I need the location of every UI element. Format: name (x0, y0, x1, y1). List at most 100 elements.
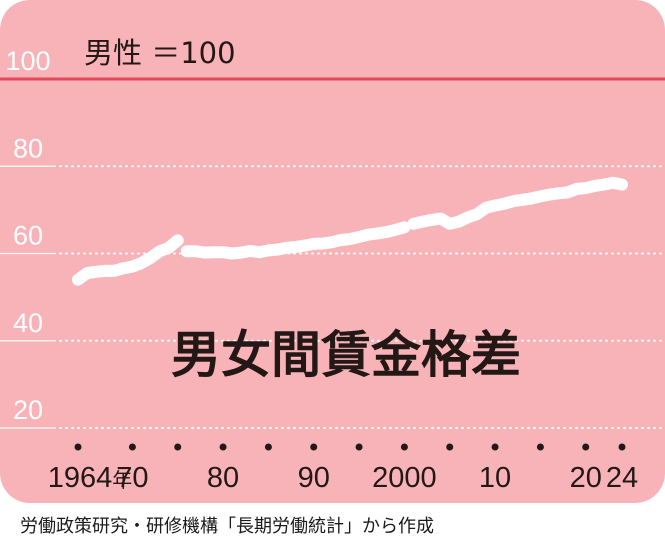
data-point (212, 250, 216, 254)
data-point (85, 271, 89, 275)
series-line (72, 176, 628, 286)
y-tick-label: 60 (13, 221, 43, 251)
x-tick-label: 1964年 (48, 462, 133, 494)
data-point (457, 220, 461, 224)
data-point (276, 248, 279, 252)
x-axis-dot (310, 443, 318, 451)
data-point (112, 269, 116, 273)
data-point (194, 249, 198, 253)
x-tick-label: 2000 (372, 462, 437, 494)
data-point (448, 222, 452, 226)
data-point (484, 206, 488, 210)
data-point (103, 269, 107, 273)
source-note: 労働政策研究・研修機構「長期労働統計」から作成 (20, 516, 434, 537)
series-segment (407, 176, 628, 230)
x-axis-dot (400, 443, 408, 451)
x-tick-label: 24 (606, 462, 638, 494)
data-point (529, 197, 533, 200)
data-point (294, 245, 298, 249)
data-point (321, 242, 325, 245)
data-point (339, 238, 343, 242)
data-point (76, 278, 80, 282)
data-point (230, 252, 234, 255)
data-point (520, 198, 524, 202)
x-tick-label: 80 (207, 462, 239, 494)
data-point (185, 249, 189, 253)
data-point (566, 190, 570, 194)
data-point (167, 246, 171, 250)
x-axis-dot (219, 443, 227, 451)
y-tick-label: 80 (13, 133, 43, 163)
x-axis-dot (128, 443, 136, 451)
data-point (221, 250, 225, 254)
x-axis-dot (174, 443, 182, 451)
data-point (430, 218, 434, 222)
x-tick-label: 90 (298, 462, 330, 494)
data-point (239, 251, 243, 255)
data-point (366, 233, 370, 237)
data-point (611, 181, 615, 185)
data-point (140, 261, 143, 265)
data-point (602, 183, 606, 187)
data-point (357, 235, 361, 239)
data-point (584, 186, 588, 190)
x-axis-dot (446, 443, 454, 451)
x-axis-dot (491, 443, 499, 451)
data-point (475, 212, 479, 216)
data-point (548, 193, 551, 197)
x-tick-label: 10 (479, 462, 511, 494)
x-axis-dots (74, 443, 626, 451)
data-point (511, 199, 515, 203)
data-point (312, 242, 316, 246)
y-axis-ticks: 20 40 60 80 100 (5, 46, 50, 425)
data-point (575, 187, 579, 191)
x-axis-dot (618, 443, 626, 451)
x-tick-suffix: 年 (112, 468, 132, 492)
chart-title: 男女間賃金格差 (171, 326, 521, 384)
gridlines (0, 165, 665, 429)
data-point (493, 204, 497, 207)
y-tick-label: 100 (5, 46, 50, 76)
data-point (466, 215, 470, 219)
x-axis-dot (536, 443, 544, 451)
data-point (557, 191, 560, 195)
data-point (502, 202, 506, 206)
data-point (257, 250, 261, 254)
x-axis-dot (74, 443, 82, 451)
reference-label: 男性 ＝100 (84, 36, 236, 70)
y-tick-label: 40 (13, 308, 43, 338)
x-tick-label: 70 (116, 462, 148, 494)
data-point (402, 225, 406, 229)
data-point (176, 238, 180, 242)
data-point (121, 266, 125, 270)
data-point (412, 222, 415, 226)
data-point (439, 217, 443, 221)
x-axis-dot (582, 443, 590, 451)
data-point (421, 220, 424, 224)
x-axis-dot (264, 443, 272, 451)
data-point (330, 240, 334, 244)
series-segment (72, 234, 184, 286)
chart-background (0, 0, 665, 503)
data-point (620, 183, 624, 187)
data-point (203, 251, 207, 255)
y-tick-label: 20 (13, 395, 43, 425)
data-point (158, 249, 162, 253)
data-point (538, 194, 542, 198)
data-point (303, 244, 307, 248)
data-point (130, 265, 134, 269)
data-point (593, 184, 597, 188)
data-point (285, 246, 288, 250)
data-point (393, 228, 397, 232)
x-axis-dot (355, 443, 363, 451)
data-point (248, 249, 252, 253)
data-point (149, 256, 152, 260)
x-tick-label: 20 (570, 462, 602, 494)
data-point (375, 231, 379, 235)
data-point (348, 237, 352, 241)
data-point (266, 248, 270, 252)
data-point (94, 270, 98, 274)
data-point (384, 230, 388, 234)
